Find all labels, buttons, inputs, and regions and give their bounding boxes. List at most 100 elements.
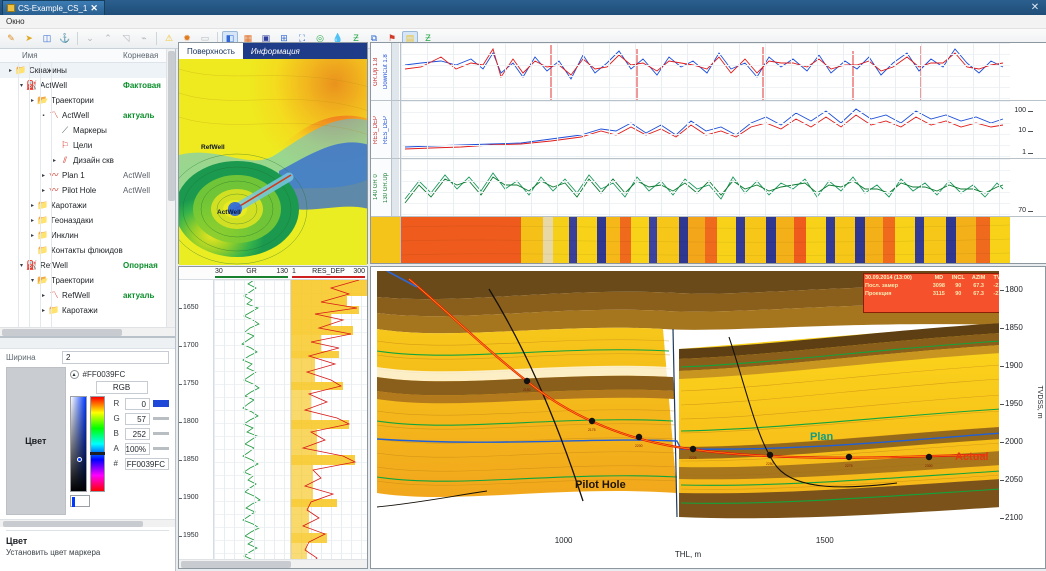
- tree-item--[interactable]: ▸ 📁 Скважины: [0, 63, 175, 78]
- color-swatch[interactable]: [69, 495, 90, 507]
- hue-slider[interactable]: [89, 396, 105, 492]
- mirror-icon[interactable]: ⧉: [370, 33, 378, 43]
- tree-item-refwell[interactable]: ▸ 〽 RefWell актуаль: [0, 288, 175, 303]
- tree-item-pilot-hole[interactable]: ▸ 〰 Pilot Hole ActWell: [0, 183, 175, 198]
- curve-track-2-label-b: RES_DEP: [383, 115, 389, 144]
- tree-item-actwell[interactable]: ▪ 〽 ActWell актуаль: [0, 108, 175, 123]
- hue-knob[interactable]: [89, 452, 105, 455]
- tree-item--[interactable]: ▾ 📂 Траектории: [0, 273, 175, 288]
- tab-surface[interactable]: Поверхность: [179, 43, 243, 59]
- channel-value-input[interactable]: 100%: [124, 442, 150, 455]
- properties-horizontal-scrollbar[interactable]: [0, 519, 175, 527]
- curve-track-res-compare[interactable]: RES_DEP RES_DEP 100 10 1: [371, 101, 1046, 159]
- tab-information[interactable]: Информация: [250, 46, 300, 56]
- fit-view-icon[interactable]: ⛶: [298, 33, 306, 43]
- log-track-gr[interactable]: [213, 280, 290, 568]
- width-input[interactable]: 2: [62, 350, 169, 364]
- log-depth-tick: 1750: [179, 380, 213, 387]
- tree-item--[interactable]: ⟋ Маркеры: [0, 123, 175, 138]
- tree-expand-toggle[interactable]: ▸: [41, 173, 45, 179]
- curve-track-seismic[interactable]: [371, 217, 1046, 263]
- tree-expand-toggle[interactable]: ▸: [30, 98, 34, 104]
- eraser-icon[interactable]: ▭: [200, 33, 210, 43]
- toolbar-separator: [217, 32, 218, 45]
- seismic-strip[interactable]: [400, 217, 1012, 263]
- curve-track-3-plot[interactable]: [401, 159, 1010, 216]
- zigzag-icon[interactable]: Ƶ: [353, 33, 359, 43]
- tree-horizontal-scrollbar[interactable]: [0, 327, 175, 336]
- warning-marker-icon[interactable]: ⚠: [164, 33, 174, 43]
- tree-expand-toggle[interactable]: ▪: [42, 112, 45, 119]
- curve-track-gr-single[interactable]: 140 GR 0 130 GR.Up 70: [371, 159, 1046, 217]
- sv-knob[interactable]: [76, 457, 82, 462]
- window-close-icon[interactable]: ✕: [1030, 2, 1040, 13]
- frame-tool-icon[interactable]: ◹: [122, 33, 130, 43]
- toolbar-separator: [77, 32, 78, 45]
- anchor-tool-icon[interactable]: ⚓: [59, 33, 71, 43]
- channel-slider[interactable]: [153, 447, 169, 450]
- export-icon[interactable]: Ƶ: [425, 33, 431, 43]
- marker-flag-icon[interactable]: ⚑: [387, 33, 397, 43]
- logs-horizontal-scrollbar[interactable]: [179, 559, 367, 568]
- tree-item-refwell[interactable]: ▾ ⛽ RefWell Опорная: [0, 258, 175, 273]
- paint-marker-icon[interactable]: ✹: [183, 33, 191, 43]
- channel-value-input[interactable]: 57: [124, 412, 150, 425]
- droplet-icon[interactable]: 💧: [332, 33, 344, 43]
- curve-track-1-plot[interactable]: [401, 43, 1010, 100]
- curve-track-gr-compare[interactable]: GR.Up 1.8 DownCut 1.8: [371, 43, 1046, 101]
- curve-up-icon[interactable]: ⌄: [86, 33, 94, 43]
- link-tool-icon[interactable]: ⌁: [141, 33, 147, 43]
- tree-expand-toggle[interactable]: ▸: [30, 218, 34, 224]
- color-mode-select[interactable]: RGB: [95, 381, 148, 394]
- tree-item-actwell[interactable]: ▾ ⛽ ActWell Фактовая: [0, 78, 175, 93]
- channel-value-input[interactable]: FF0039FC: [124, 457, 169, 470]
- tree-expand-toggle[interactable]: ▸: [41, 308, 45, 314]
- channel-value-input[interactable]: 0: [124, 397, 150, 410]
- tree-expand-toggle[interactable]: ▸: [41, 188, 45, 194]
- color-gradient-area[interactable]: R 0 G 57 B 252 A 100% # FF0039FC: [69, 396, 169, 492]
- tree-item--[interactable]: ▸ 📁 Инклин: [0, 228, 175, 243]
- cross-section-plot[interactable]: 2150 2175 2200 2225 2250 2275 2300 Pilot Ho…: [377, 271, 999, 532]
- document-tab[interactable]: CS-Example_CS_1 ✕: [2, 0, 105, 15]
- tree-vertical-scrollbar[interactable]: [166, 49, 175, 336]
- curve-track-2-plot[interactable]: [401, 101, 1010, 158]
- tree-body[interactable]: ▸ 📁 Скважины ▾ ⛽ ActWell Фактовая ▸ 📂 Траектории ▪…: [0, 63, 175, 335]
- tree-item--[interactable]: ▸ 📁 Каротажи: [0, 198, 175, 213]
- tree-item--[interactable]: ▸ ⫽ Дизайн скв: [0, 153, 175, 168]
- grid-view-icon[interactable]: ▦: [243, 33, 253, 43]
- tree-expand-toggle[interactable]: ▾: [19, 263, 23, 269]
- tree-expand-toggle[interactable]: ▸: [30, 233, 34, 239]
- expand-icon[interactable]: ▴: [69, 369, 79, 379]
- curve-down-icon[interactable]: ⌃: [104, 33, 112, 43]
- tree-expand-toggle[interactable]: ▾: [30, 278, 34, 284]
- log-depth-tick: 1900: [179, 494, 213, 501]
- log-track-body[interactable]: 1650 1700 1750 1800 1850 1900 1950: [179, 280, 367, 568]
- tree-item--[interactable]: 📁 Контакты флюидов: [0, 243, 175, 258]
- channel-slider[interactable]: [153, 417, 169, 420]
- close-icon[interactable]: ✕: [90, 2, 98, 13]
- channel-slider[interactable]: [153, 400, 169, 407]
- tree-item--[interactable]: ▸ 📁 Геоназдаки: [0, 213, 175, 228]
- text-tool-icon[interactable]: ◫: [42, 33, 52, 43]
- tree-item--[interactable]: ⚐ Цели: [0, 138, 175, 153]
- tree-expand-toggle[interactable]: ▸: [8, 68, 12, 74]
- tree-expand-toggle[interactable]: ▸: [41, 293, 45, 299]
- ruler-tool-icon[interactable]: ➤: [25, 33, 33, 43]
- tree-item--[interactable]: ▸ 📁 Каротажи: [0, 303, 175, 318]
- log-view-icon[interactable]: ▣: [261, 33, 271, 43]
- tree-expand-toggle[interactable]: ▸: [52, 158, 56, 164]
- tree-expand-toggle[interactable]: ▾: [19, 83, 23, 89]
- tree-expand-toggle[interactable]: ▸: [30, 203, 34, 209]
- channel-slider[interactable]: [153, 432, 169, 435]
- surface-map-canvas[interactable]: RefWell ActWell: [179, 59, 367, 265]
- log-track-res[interactable]: [290, 280, 367, 568]
- pointer-tool-icon[interactable]: ✎: [7, 33, 15, 43]
- target-icon[interactable]: ◎: [316, 33, 324, 43]
- split-view-icon[interactable]: ⊞: [280, 33, 288, 43]
- channel-value-input[interactable]: 252: [124, 427, 150, 440]
- color-picker[interactable]: ▴ #FF0039FC RGB R 0 G 57 B 252 A 100% # FF0039FC: [66, 367, 169, 515]
- menu-item-window[interactable]: Окно: [6, 17, 25, 26]
- tree-item-plan-1[interactable]: ▸ 〰 Plan 1 ActWell: [0, 168, 175, 183]
- saturation-value-box[interactable]: [69, 396, 87, 492]
- tree-item--[interactable]: ▸ 📂 Траектории: [0, 93, 175, 108]
